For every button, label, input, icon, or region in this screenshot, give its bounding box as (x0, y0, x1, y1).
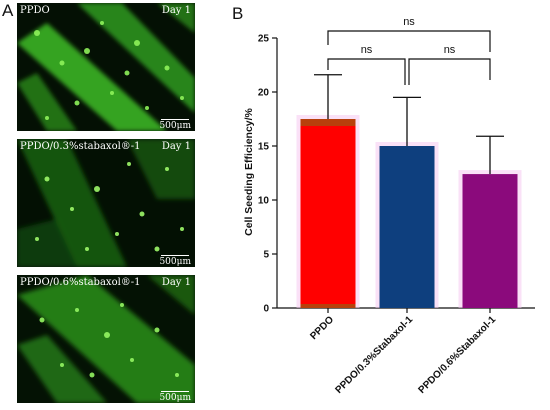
micrograph-ppdo-06: PPDO/0.6%stabaxol®-1 Day 1 500μm (17, 275, 195, 403)
image-label: PPDO/0.3%stabaxol®-1 (20, 141, 141, 152)
micrograph-ppdo: PPDO Day 1 500μm (17, 3, 195, 131)
scale-bar (161, 255, 189, 256)
scale-label: 500μm (159, 393, 191, 403)
x-tick-label: PPDO/0.3%Stabaxol-1 (333, 314, 415, 396)
fluorescence-image (17, 275, 195, 403)
y-tick-label: 20 (258, 88, 270, 99)
y-axis-label: Cell Seeding Efficiency/% (243, 107, 255, 235)
scale-bar (161, 119, 189, 120)
y-tick-label: 0 (263, 304, 269, 315)
fluorescence-image (17, 3, 195, 131)
bar (379, 146, 435, 308)
significance-bracket (327, 30, 491, 52)
panel-a-letter: A (2, 1, 14, 20)
scale-label: 500μm (159, 257, 191, 267)
y-tick-label: 10 (258, 196, 270, 207)
bar (462, 174, 518, 308)
x-tick-label: PPDO (308, 314, 336, 342)
x-tick-label: PPDO/0.6%Stabaxol-1 (416, 314, 498, 396)
image-label: PPDO/0.6%stabaxol®-1 (20, 277, 141, 288)
y-tick-label: 5 (263, 250, 269, 261)
significance-label: ns (361, 44, 373, 56)
significance-label: ns (403, 16, 415, 28)
bar-top-band (300, 119, 356, 126)
bar-chart: 0 5 10 15 20 25 ns ns ns PPDOPPDO/0.3%Stabaxol-… (243, 16, 535, 396)
bar-bottom-band (300, 304, 356, 308)
panel-b-letter: B (232, 4, 244, 23)
micrograph-ppdo-03: PPDO/0.3%stabaxol®-1 Day 1 500μm (17, 139, 195, 267)
scale-bar (161, 391, 189, 392)
image-label: PPDO (20, 5, 50, 16)
day-label: Day 1 (161, 277, 191, 288)
y-tick-label: 25 (258, 34, 270, 45)
fluorescence-image (17, 139, 195, 267)
significance-bracket (327, 58, 406, 85)
day-label: Day 1 (161, 141, 191, 152)
scale-label: 500μm (159, 121, 191, 131)
significance-bracket (408, 58, 491, 85)
day-label: Day 1 (161, 5, 191, 16)
y-tick-label: 15 (258, 142, 270, 153)
significance-label: ns (444, 44, 456, 56)
bar (300, 119, 356, 308)
